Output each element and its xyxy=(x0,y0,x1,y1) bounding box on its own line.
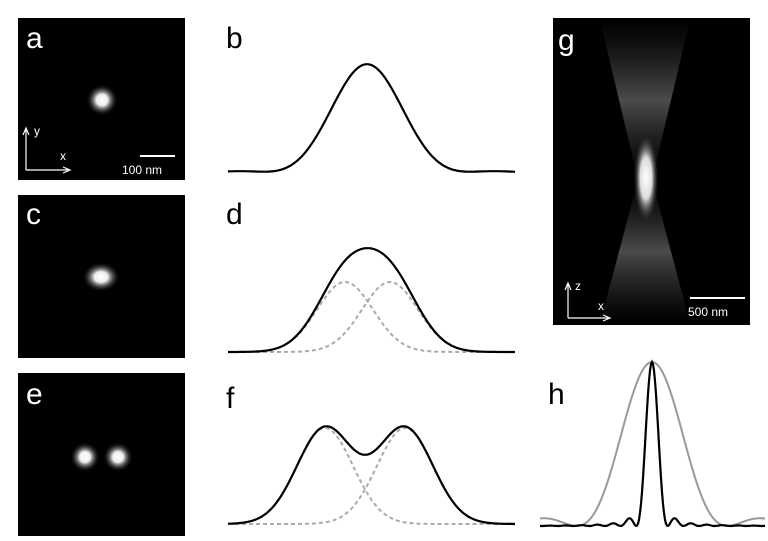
profile-narrow xyxy=(539,359,765,528)
scale-bar-label: 500 nm xyxy=(688,305,728,319)
profile xyxy=(228,247,515,354)
axis-label: x xyxy=(60,149,66,163)
panel-label: d xyxy=(226,198,243,231)
spot xyxy=(103,442,133,472)
axis-label: x xyxy=(598,299,604,313)
panel-label: f xyxy=(226,382,235,415)
panel-label: b xyxy=(226,22,243,55)
component xyxy=(228,281,515,353)
scale-bar-label: 100 nm xyxy=(122,163,162,177)
psf-core xyxy=(633,132,659,224)
axes-a xyxy=(22,126,175,174)
profile xyxy=(228,63,516,173)
panel-label: c xyxy=(26,198,41,231)
panel-label: a xyxy=(26,22,43,55)
spot xyxy=(82,262,120,292)
psf-cone xyxy=(600,20,690,323)
panel-label: e xyxy=(26,378,43,411)
axis-label: z xyxy=(575,279,581,293)
spot xyxy=(70,442,100,472)
spot xyxy=(86,84,118,116)
panel-label: h xyxy=(548,378,565,411)
profile xyxy=(227,425,515,526)
image-e xyxy=(18,373,185,536)
component xyxy=(228,281,515,353)
component xyxy=(227,426,515,525)
profile-wide xyxy=(539,360,766,527)
axis-label: y xyxy=(34,124,40,138)
axes-g xyxy=(564,281,745,322)
panel-label: g xyxy=(558,24,575,57)
